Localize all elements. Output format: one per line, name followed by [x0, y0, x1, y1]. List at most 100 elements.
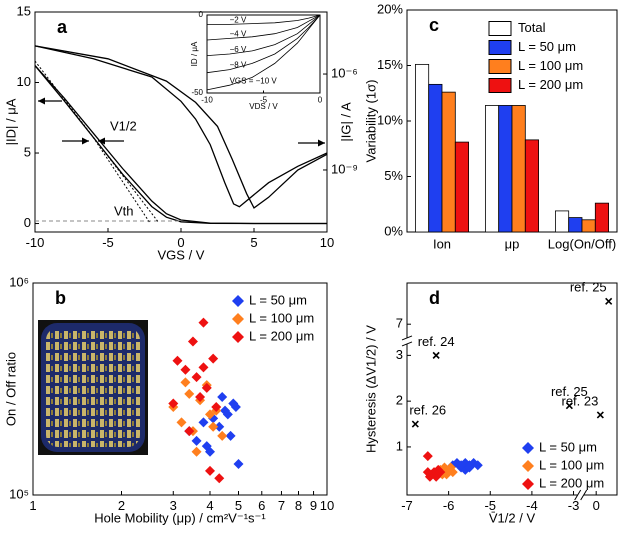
y-tick-label: 7 [396, 316, 403, 331]
point [168, 398, 179, 409]
axis-break-mark [574, 489, 582, 501]
x-tick-label: -7 [401, 498, 413, 513]
ref-marker [432, 351, 440, 359]
point [184, 388, 195, 399]
point [233, 459, 244, 470]
bar [594, 202, 609, 233]
point [422, 451, 433, 462]
legend-swatch [488, 59, 512, 74]
point [187, 336, 198, 347]
x-tick-label: 5 [235, 498, 242, 513]
curve [34, 45, 328, 209]
ref-label: ref. 24 [418, 334, 455, 349]
point [198, 362, 209, 373]
x-tick-label: 1 [29, 498, 36, 513]
bar [484, 105, 500, 233]
legend-marker [232, 295, 244, 307]
x-tick-label: 6 [258, 498, 265, 513]
point [222, 409, 233, 420]
point [208, 353, 219, 364]
arrow-head [318, 139, 325, 147]
bar [428, 83, 443, 233]
point [176, 417, 187, 428]
legend-label: L = 50 μm [249, 292, 307, 307]
x-tick-label: 10 [320, 498, 334, 513]
legend-swatch [488, 21, 512, 36]
legend-label: Total [518, 20, 546, 35]
legend-label: L = 100 μm [518, 58, 583, 73]
axis-break-mark [401, 335, 413, 341]
x-axis-label: V̄1/2 / V [489, 510, 536, 525]
y-tick-label: 10⁵ [9, 486, 29, 501]
curve [206, 14, 321, 91]
y2-tick-label: 10⁻⁹ [331, 161, 358, 176]
legend-swatch [488, 40, 512, 55]
y-tick-label: 0% [384, 223, 403, 238]
y-tick-label: 0 [199, 10, 204, 19]
curve [34, 45, 328, 208]
curve [206, 14, 321, 56]
legend-swatch [488, 78, 512, 93]
ref-label: ref. 26 [409, 402, 446, 417]
point [180, 377, 191, 388]
x-tick-label: -3 [568, 498, 580, 513]
x-tick-label: -4 [526, 498, 538, 513]
axis-break-mark [580, 489, 588, 501]
point [205, 446, 216, 457]
y-axis-label: Hysteresis (ΔV1/2) / V [363, 325, 378, 453]
point [191, 372, 202, 383]
x-tick-label: 3 [170, 498, 177, 513]
panel-letter: a [57, 17, 68, 37]
y-tick-label: 0 [24, 215, 31, 230]
x-axis-label: Hole Mobility (μp) / cm²V⁻¹s⁻¹ [94, 510, 266, 525]
bar [454, 141, 469, 233]
point [195, 391, 206, 402]
x-tick-label: Log(On/Off) [548, 236, 616, 251]
arrow-head [82, 137, 89, 145]
curve-label: −4 V [230, 30, 247, 39]
point [217, 391, 228, 402]
x-tick-label: 7 [278, 498, 285, 513]
y-axis-label: Variability (1σ) [363, 80, 378, 163]
y-tick-label: 2 [396, 393, 403, 408]
ref-label: ref. 25 [570, 280, 607, 295]
y2-axis-label: |IG| / A [338, 102, 353, 142]
ref-marker [596, 411, 604, 419]
point [172, 355, 183, 366]
curve [207, 14, 321, 25]
legend-label: L = 100 μm [539, 457, 604, 472]
y-tick-label: 5% [384, 168, 403, 183]
curve-label: −2 V [230, 15, 247, 24]
y-tick-label: 3 [396, 347, 403, 362]
bar [511, 105, 526, 233]
y-tick-label: 15% [377, 57, 403, 72]
legend-label: L = 200 μm [518, 77, 583, 92]
point [217, 430, 228, 441]
x-tick-label: 0 [318, 95, 323, 104]
point [180, 364, 191, 375]
y-tick-label: 1 [396, 438, 403, 453]
legend-label: L = 200 μm [539, 475, 604, 490]
point [464, 462, 475, 473]
x-axis-label: VDS / V [249, 102, 278, 111]
point [225, 430, 236, 441]
ref-marker [565, 402, 573, 410]
bar [414, 63, 430, 233]
point [191, 446, 202, 457]
point [214, 473, 225, 484]
annotation: V1/2 [110, 118, 137, 133]
point [208, 421, 219, 432]
legend-marker [522, 478, 534, 490]
point [201, 382, 212, 393]
x-tick-label: 5 [250, 235, 257, 250]
y-tick-label: 15 [17, 3, 31, 18]
legend-marker [232, 331, 244, 343]
legend-marker [522, 442, 534, 454]
legend-marker [522, 460, 534, 472]
bar [555, 210, 570, 233]
point [211, 402, 222, 413]
x-tick-label: -6 [443, 498, 455, 513]
y2-tick-label: 10⁻⁶ [331, 65, 358, 80]
